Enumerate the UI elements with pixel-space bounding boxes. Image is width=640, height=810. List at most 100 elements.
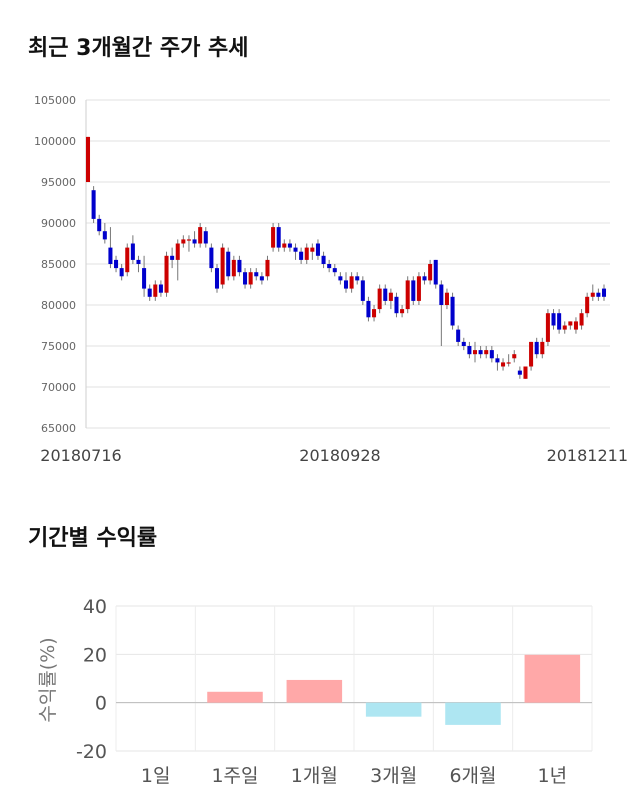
- candle-body: [119, 268, 124, 277]
- candle-body: [321, 255, 326, 264]
- x-category-label: 1주일: [211, 765, 258, 787]
- return-bar: [286, 679, 343, 703]
- price-trend-title: 최근 3개월간 주가 추세: [28, 36, 249, 61]
- candle-body: [411, 280, 416, 301]
- candle-body: [388, 292, 393, 301]
- candle-body: [472, 350, 478, 355]
- candle-body: [517, 370, 522, 375]
- candle-body: [461, 341, 466, 346]
- candle-body: [573, 321, 578, 330]
- candle-body: [327, 264, 332, 269]
- candle-body: [237, 259, 242, 273]
- y-tick-label: 95000: [41, 176, 76, 189]
- x-category-label: 1개월: [291, 765, 338, 787]
- returns-title: 기간별 수익률: [28, 526, 158, 551]
- y-axis-label: 수익률(%): [37, 637, 59, 722]
- candle-body: [568, 321, 573, 326]
- candle-body: [97, 218, 102, 232]
- candle-body: [282, 243, 287, 248]
- candle-body: [102, 231, 107, 240]
- y-tick-label: 85000: [41, 258, 76, 271]
- candle-body: [85, 136, 91, 182]
- candle-body: [271, 227, 276, 248]
- candle-body: [360, 280, 365, 301]
- y-tick-label: 105000: [34, 94, 76, 107]
- return-bar: [365, 702, 422, 717]
- candle-body: [501, 362, 506, 367]
- candle-body: [377, 288, 382, 310]
- return-bar: [445, 702, 501, 725]
- candle-body: [287, 243, 292, 248]
- candle-body: [523, 366, 528, 379]
- candle-body: [181, 239, 186, 244]
- candle-body: [456, 329, 461, 342]
- y-tick-label: 20: [83, 644, 107, 666]
- x-tick-label: 20181211: [547, 446, 628, 465]
- candle-body: [209, 247, 214, 269]
- candle-body: [383, 288, 388, 301]
- candle-body: [243, 272, 248, 285]
- candle-body: [186, 239, 191, 241]
- y-tick-label: 0: [95, 693, 107, 715]
- candle-body: [484, 350, 489, 355]
- candle-body: [108, 247, 113, 264]
- x-category-label: 1일: [141, 765, 171, 787]
- candle-body: [198, 227, 203, 244]
- y-tick-label: 40: [83, 596, 107, 618]
- candle-body: [147, 288, 152, 297]
- candle-body: [495, 358, 500, 363]
- candle-body: [203, 231, 208, 244]
- candle-body: [596, 292, 601, 297]
- candle-body: [579, 313, 584, 326]
- candle-body: [400, 309, 405, 314]
- y-tick-label: 65000: [41, 422, 76, 435]
- candle-body: [259, 276, 264, 281]
- y-tick-label: 75000: [41, 340, 76, 353]
- candle-body: [349, 276, 354, 289]
- y-tick-label: 70000: [41, 381, 76, 394]
- candle-body: [467, 346, 472, 355]
- candle-body: [428, 264, 433, 281]
- candle-body: [433, 259, 438, 285]
- candle-body: [355, 276, 360, 281]
- x-tick-label: 20180716: [40, 446, 121, 465]
- candle-body: [114, 259, 119, 269]
- candle-body: [136, 259, 141, 264]
- y-tick-label: 80000: [41, 299, 76, 312]
- candle-body: [153, 284, 158, 297]
- candle-body: [220, 247, 225, 285]
- candle-body: [310, 247, 315, 252]
- candle-body: [512, 354, 517, 359]
- candle-body: [192, 239, 197, 244]
- candle-body: [439, 284, 444, 305]
- candle-body: [304, 247, 309, 260]
- candle-body: [506, 362, 511, 364]
- candle-body: [366, 300, 371, 318]
- candle-body: [489, 350, 494, 359]
- candle-body: [276, 227, 281, 248]
- return-bar: [207, 691, 263, 703]
- candle-body: [405, 280, 410, 310]
- candle-body: [601, 288, 607, 297]
- candle-body: [254, 272, 259, 277]
- candle-body: [450, 296, 455, 326]
- candle-body: [299, 251, 304, 260]
- candle-body: [372, 309, 377, 318]
- candle-body: [158, 284, 163, 293]
- candle-body: [175, 243, 180, 260]
- candle-body: [529, 341, 534, 367]
- candle-body: [170, 255, 175, 260]
- candle-body: [590, 292, 595, 297]
- candle-body: [130, 243, 135, 260]
- candle-body: [332, 268, 337, 273]
- return-bar: [524, 654, 581, 703]
- candle-body: [343, 280, 349, 289]
- candle-body: [557, 313, 562, 330]
- x-tick-label: 20180928: [299, 446, 380, 465]
- candle-body: [394, 296, 399, 314]
- candle-body: [422, 276, 427, 281]
- candle-body: [315, 243, 320, 256]
- candle-body: [214, 268, 220, 289]
- candle-body: [338, 276, 343, 281]
